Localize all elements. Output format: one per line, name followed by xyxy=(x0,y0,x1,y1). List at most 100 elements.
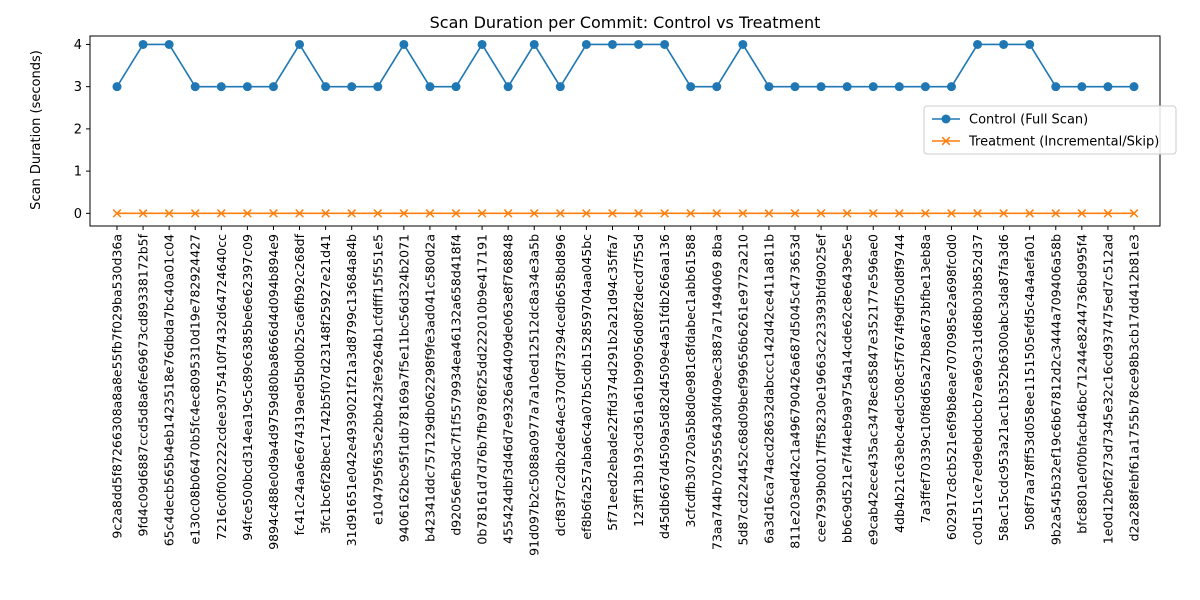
x-tick-label: 9fd4c09d6887ccd5d8a6fe69673cd89338172b5f xyxy=(136,233,151,536)
data-point xyxy=(1025,209,1035,218)
data-point xyxy=(112,82,122,92)
x-tick-label: 91d097b2c5088a0977a7a10ed12512dc8a34e3a5… xyxy=(527,234,542,556)
data-point xyxy=(138,209,148,218)
legend: Control (Full Scan) Treatment (Incrementa… xyxy=(923,105,1177,155)
data-point xyxy=(738,39,748,49)
data-point xyxy=(660,209,669,218)
x-tick-label: bb6c9d521e7f44eb9a9754a14cde62c8e6439e5e xyxy=(840,234,855,543)
x-tick-label: 0b78161d7d76b7fb9786f25dd222010b9e417191 xyxy=(475,234,490,545)
x-tick-label: 7a3ffef70339c10f8d65a27b8a673bfbe13eb8a xyxy=(918,234,933,523)
data-point xyxy=(686,209,696,218)
chart-title: Scan Duration per Commit: Control vs Tre… xyxy=(430,13,821,32)
data-point xyxy=(451,82,461,92)
data-point xyxy=(868,209,878,218)
data-point xyxy=(243,209,252,218)
x-tick-label: 9c2a8dd5f87266308a8a8e55fb7f029ba530d36a xyxy=(110,234,125,539)
data-point xyxy=(868,82,878,92)
y-tick-label: 3 xyxy=(74,80,82,95)
x-tick-label: 455424dbf3d46d7e9326a64409de063e8f768848 xyxy=(501,234,516,544)
data-point xyxy=(738,209,748,218)
x-tick-label: 5f71eed2ebade22ffd374d291b2a21d94c35ffa7 xyxy=(605,234,620,531)
data-point xyxy=(164,39,174,49)
legend-label: Control (Full Scan) xyxy=(969,113,1088,128)
x-tick-label: 3cfcdfb30720a5b8d0e981c8fdabec1abb61588 xyxy=(683,234,698,528)
data-point xyxy=(451,209,461,218)
y-axis-label: Scan Duration (seconds) xyxy=(29,50,44,210)
x-tick-label: e104795f635e2bb423fe9264b1cfdfff15f551e5 xyxy=(370,234,385,525)
x-tick-label: bfc8801e0f0bfacb46bc71244e8244736bd995f4 xyxy=(1074,234,1089,534)
x-tick-label: c0d151ce7ed9ebdcbcb7ea69c31d68b03b852d37 xyxy=(970,234,985,545)
data-point xyxy=(581,39,591,49)
x-tick-label: e130c08b06470b5fc4ec8095310d19e782924427 xyxy=(188,234,203,544)
data-point xyxy=(216,82,226,92)
legend-box xyxy=(923,105,1177,155)
series-layer xyxy=(112,39,1139,218)
x-tick-label: 31d91651e042e4939021f21a3d8799c13684a84b xyxy=(344,234,359,546)
y-tick-label: 1 xyxy=(74,165,82,180)
data-point xyxy=(138,39,148,49)
y-tick-label: 2 xyxy=(74,122,82,137)
x-tick-label: 94fce500bcd314ea19c5c89c6385be6e62397c09 xyxy=(240,234,255,541)
x-tick-label: 1e0d12b6f273d7345e32c16cd937475ed7c512ad xyxy=(1100,234,1115,544)
x-tick-label: 65c4decb565b4eb1423518e76dbda7bc40a01c04 xyxy=(162,234,177,546)
data-point xyxy=(373,82,383,92)
data-point xyxy=(529,39,539,49)
data-point xyxy=(268,82,278,92)
x-tick-label: b42341ddc757129db062298f9fe3ad041c580d2a xyxy=(422,234,437,542)
legend-marker xyxy=(941,136,951,146)
x-tick-label: 73aa744b7029556430f409ec3887a71494069 8b… xyxy=(709,234,724,550)
x-tick-label: d45db667d4509a5d82d4509e4a51fdb266aa136 xyxy=(657,234,672,539)
data-point xyxy=(164,209,174,218)
data-point xyxy=(920,82,930,92)
data-point xyxy=(347,82,357,92)
x-tick-label: 4db4b21c63ebc4edc508c5f7674f9df50d8f9744 xyxy=(892,234,907,533)
data-point xyxy=(764,209,774,218)
data-point xyxy=(973,209,982,218)
data-point xyxy=(242,82,252,92)
data-point xyxy=(894,209,904,218)
legend-label: Treatment (Incremental/Skip) xyxy=(968,135,1159,150)
data-point xyxy=(347,209,357,218)
x-tick-label: 9894c488e0d9a4d9759d80ba8666d4d094b894e9 xyxy=(266,234,281,550)
data-point xyxy=(660,39,670,49)
y-tick-label: 0 xyxy=(74,207,82,222)
data-point xyxy=(425,82,435,92)
series-line xyxy=(116,42,1134,89)
data-point xyxy=(399,39,409,49)
x-tick-label: fc41c24aa6e674319aed5bd0b25ca6fb92c268df xyxy=(292,233,307,535)
data-point xyxy=(790,209,800,218)
data-point xyxy=(816,209,826,218)
data-point xyxy=(1077,209,1087,218)
data-point xyxy=(790,82,800,92)
data-point xyxy=(321,82,331,92)
data-point xyxy=(112,209,122,218)
data-point xyxy=(686,82,696,92)
data-point xyxy=(1051,82,1061,92)
data-point xyxy=(503,209,513,218)
data-point xyxy=(1025,39,1035,49)
data-point xyxy=(425,209,435,218)
x-tick-label: 9406162bc95f1db78169a7f5e11bc56d324b2071 xyxy=(396,234,411,542)
data-point xyxy=(842,209,852,218)
data-point xyxy=(373,209,383,218)
x-tick-label: 9b2a545b32ef19c6b67812d2c3444a709406a58b xyxy=(1048,234,1063,545)
data-point xyxy=(712,209,722,218)
x-axis: 9c2a8dd5f87266308a8a8e55fb7f029ba530d36a… xyxy=(110,226,1142,556)
x-tick-label: cee7939b0017ff58230e19663c223393bfd9025e… xyxy=(814,233,829,542)
data-point xyxy=(1077,82,1087,92)
data-point xyxy=(842,82,852,92)
data-point xyxy=(999,39,1009,49)
data-point xyxy=(607,39,617,49)
data-point xyxy=(477,209,487,218)
x-tick-label: 602917c8cb521e6f9b8eae7070985e2a698fc0d0 xyxy=(944,234,959,540)
x-tick-label: dcf83f7c2db2de64ec370df73294cedb658bd896 xyxy=(553,234,568,536)
data-point xyxy=(216,209,226,218)
y-tick-label: 4 xyxy=(74,38,82,53)
data-point xyxy=(894,82,904,92)
data-point xyxy=(503,82,513,92)
data-point xyxy=(973,39,983,49)
data-point xyxy=(269,209,278,218)
x-tick-label: 811e203ed42c1a496790426a687d5045c473653d xyxy=(788,234,803,549)
x-tick-label: d2a288febf61a1755b78ce98b3cb17dd412b81e3 xyxy=(1127,234,1142,541)
data-point xyxy=(1103,209,1113,218)
